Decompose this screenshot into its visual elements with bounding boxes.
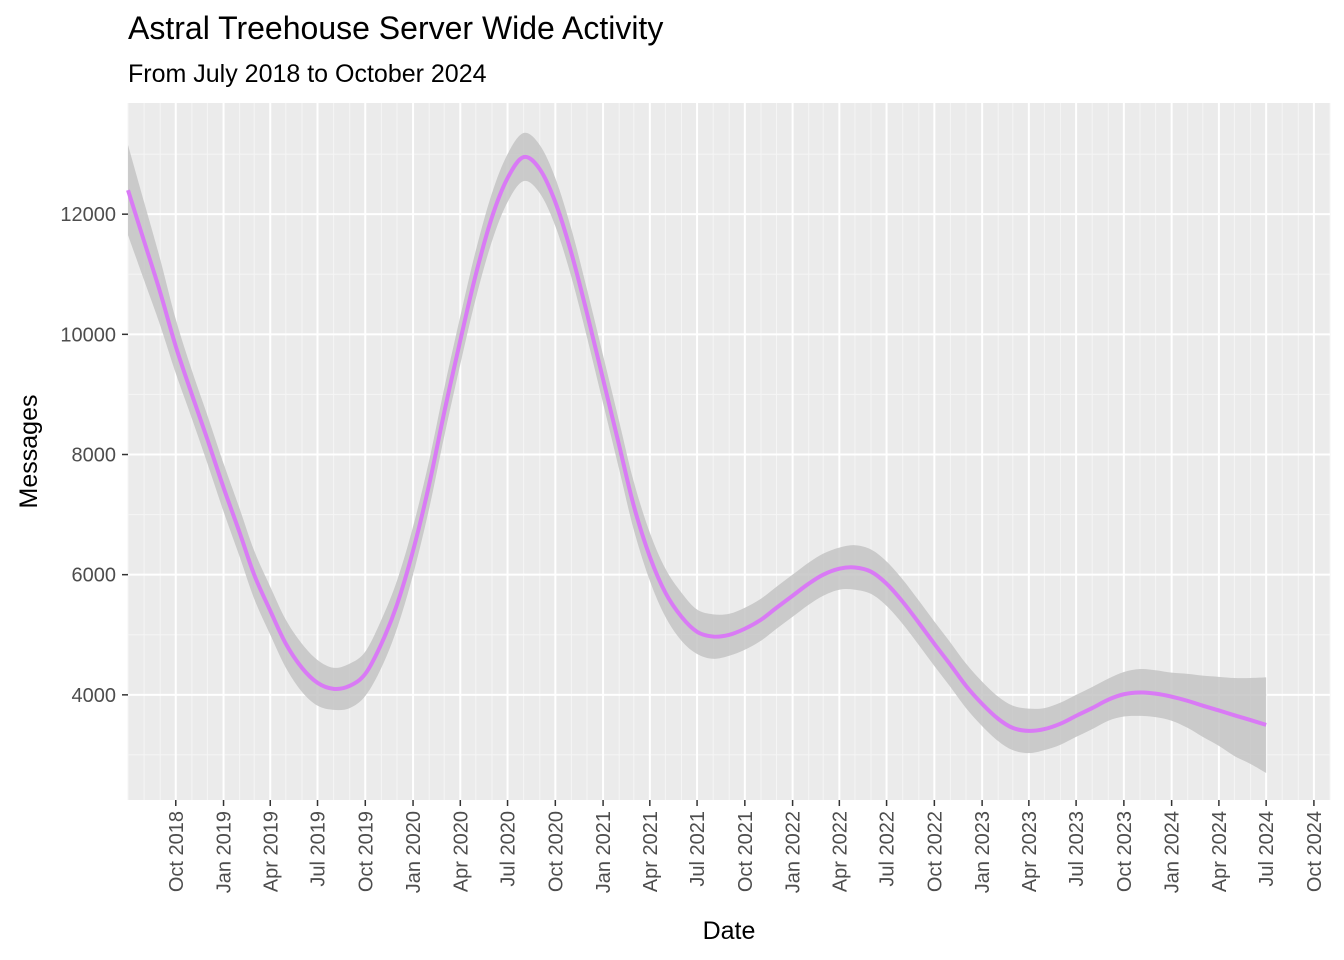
- major-gridlines: [128, 103, 1330, 800]
- confidence-band: [128, 132, 1267, 773]
- x-tick-label: Jul 2022: [877, 811, 899, 887]
- x-tick-label: Jul 2019: [308, 811, 330, 887]
- x-tick-label: Jan 2022: [783, 811, 805, 893]
- chart-title: Astral Treehouse Server Wide Activity: [128, 10, 664, 46]
- x-tick-label: Apr 2019: [260, 811, 282, 892]
- x-tick-label: Apr 2022: [829, 811, 851, 892]
- y-axis-ticks: 4000 6000 8000 10000 12000: [60, 204, 128, 707]
- x-tick-label: Oct 2023: [1114, 811, 1136, 892]
- x-tick-label: Jul 2021: [687, 811, 709, 887]
- x-tick-label: Jul 2024: [1256, 811, 1278, 887]
- x-axis-title: Date: [703, 917, 756, 945]
- x-tick-label: Oct 2019: [355, 811, 377, 892]
- x-tick-label: Oct 2018: [166, 811, 188, 892]
- x-tick-label: Jul 2023: [1066, 811, 1088, 887]
- x-tick-label: Jan 2024: [1162, 811, 1184, 893]
- x-tick-label: Oct 2022: [924, 811, 946, 892]
- x-tick-label: Jan 2019: [214, 811, 236, 893]
- y-tick-label: 8000: [72, 445, 117, 467]
- y-tick-label: 6000: [72, 565, 117, 587]
- x-tick-label: Oct 2021: [735, 811, 757, 892]
- y-tick-label: 4000: [72, 685, 117, 707]
- y-axis-title: Messages: [15, 395, 43, 509]
- x-tick-label: Jan 2020: [403, 811, 425, 893]
- x-tick-label: Jan 2021: [593, 811, 615, 893]
- x-tick-label: Jan 2023: [972, 811, 994, 893]
- x-tick-label: Apr 2021: [640, 811, 662, 892]
- y-tick-label: 12000: [60, 204, 116, 226]
- chart-subtitle: From July 2018 to October 2024: [128, 60, 487, 88]
- series-line: [126, 154, 1267, 733]
- x-tick-label: Apr 2024: [1209, 811, 1231, 892]
- x-tick-label: Jul 2020: [498, 811, 520, 887]
- x-axis-ticks: Oct 2018 Jan 2019 Apr 2019 Jul 2019 Oct 2019…: [166, 800, 1326, 893]
- y-tick-label: 10000: [60, 324, 116, 346]
- x-tick-label: Oct 2024: [1304, 811, 1326, 892]
- x-tick-label: Oct 2020: [545, 811, 567, 892]
- x-tick-label: Apr 2020: [450, 811, 472, 892]
- x-tick-label: Apr 2023: [1019, 811, 1041, 892]
